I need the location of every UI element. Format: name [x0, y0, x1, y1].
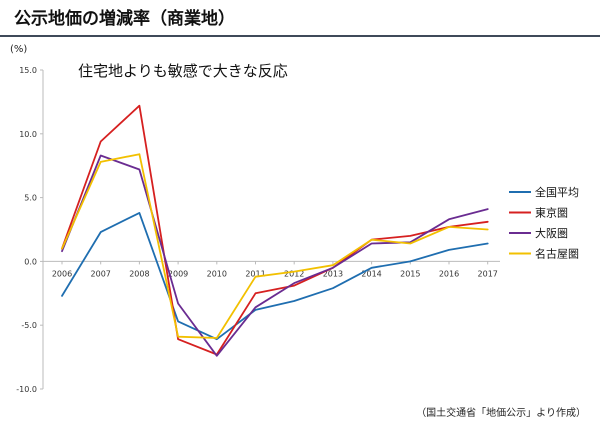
y-tick-label: 15.0	[19, 66, 37, 75]
x-tick-label: 2014	[361, 269, 381, 278]
y-tick-label: 5.0	[24, 194, 37, 203]
legend-label: 全国平均	[535, 185, 579, 199]
x-tick-label: 2008	[129, 269, 149, 278]
y-tick-label: -10.0	[16, 385, 37, 394]
legend-label: 東京圏	[535, 206, 568, 220]
series-line	[61, 153, 489, 339]
chart-subtitle: 住宅地よりも敏感で大きな反応	[78, 62, 288, 80]
x-tick-label: 2011	[245, 269, 265, 278]
x-tick-label: 2013	[323, 269, 343, 278]
series-line	[61, 104, 489, 356]
title-divider	[0, 35, 600, 37]
x-tick-label: 2009	[168, 269, 188, 278]
x-tick-label: 2017	[478, 269, 498, 278]
x-tick-label: 2007	[91, 269, 111, 278]
x-tick-label: 2016	[439, 269, 459, 278]
y-tick-label: 10.0	[19, 130, 37, 139]
series-line	[61, 211, 489, 341]
x-tick-label: 2015	[400, 269, 420, 278]
y-axis-unit-label: (%)	[10, 44, 28, 55]
x-tick-label: 2010	[207, 269, 227, 278]
source-note: （国土交通省「地価公示」より作成）	[416, 408, 586, 419]
legend-label: 大阪圏	[535, 226, 568, 240]
x-tick-label: 2006	[52, 269, 72, 278]
series-line	[61, 154, 489, 357]
x-tick-label: 2012	[284, 269, 304, 278]
page-title: 公示地価の増減率（商業地）	[14, 9, 235, 29]
y-tick-label: 0.0	[24, 257, 37, 266]
y-tick-label: -5.0	[21, 321, 37, 330]
legend-label: 名古屋圏	[535, 247, 579, 261]
